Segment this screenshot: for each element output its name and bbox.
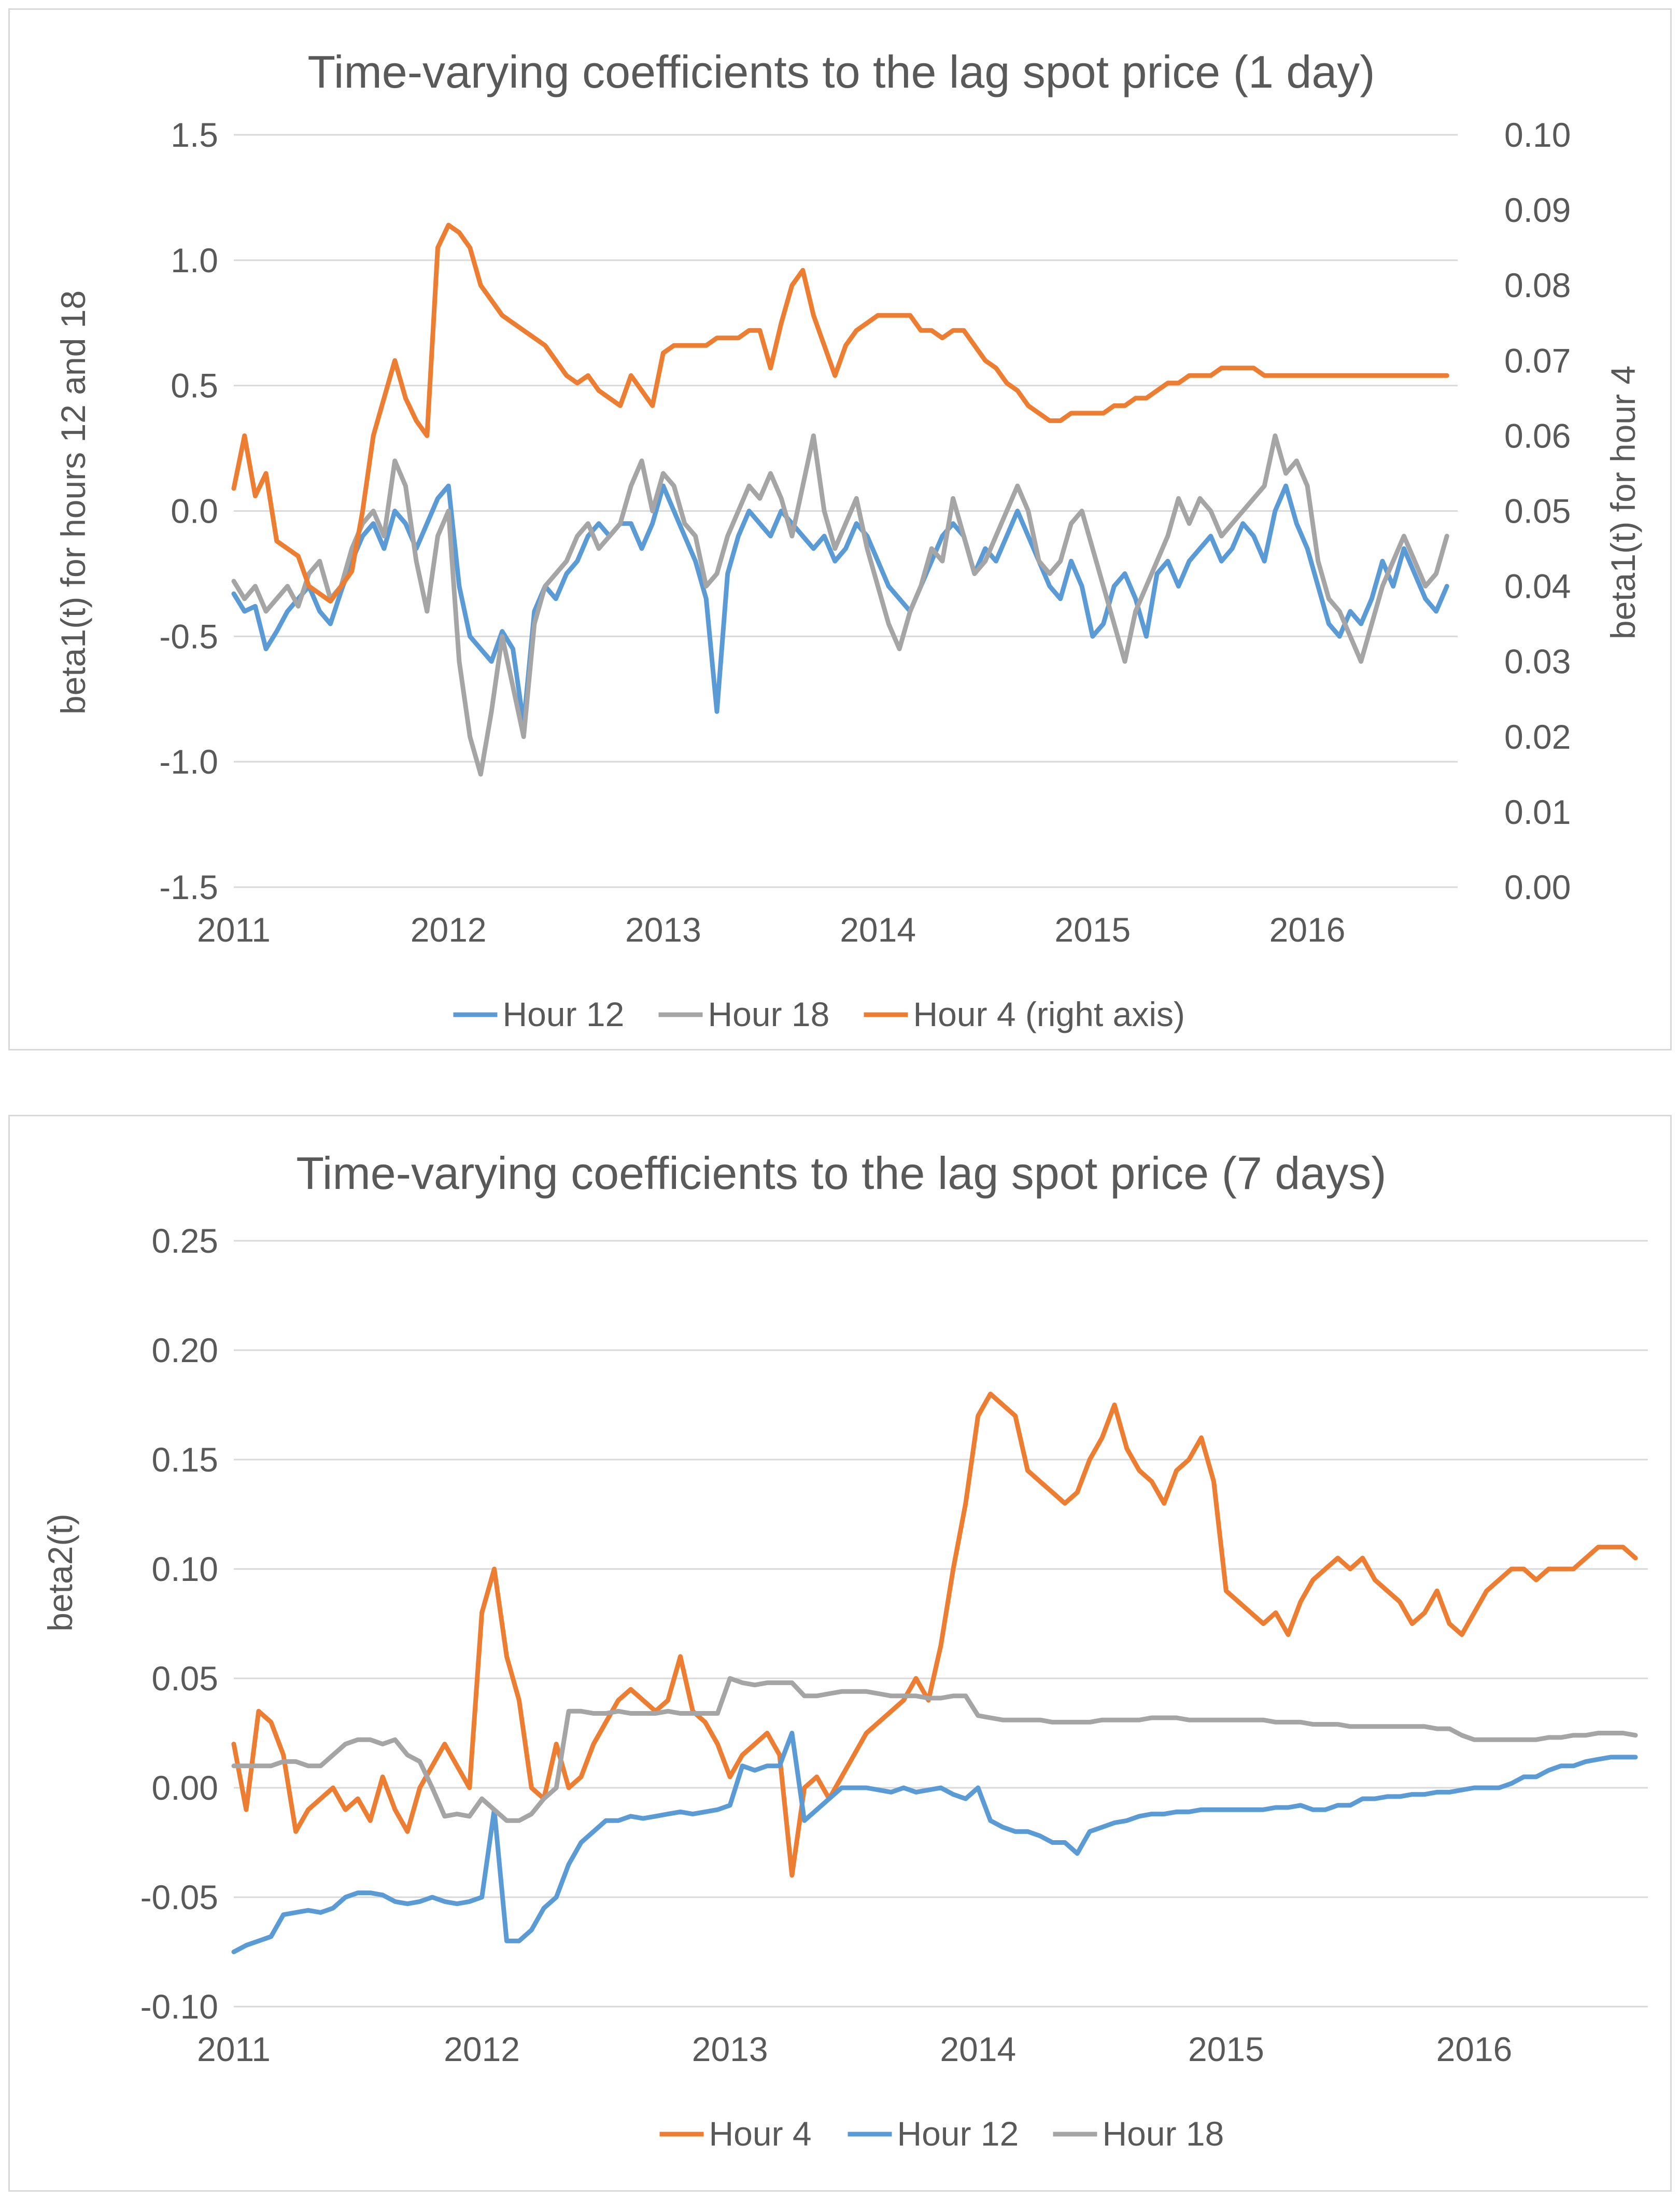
y2-tick-label: 0.02 [1504, 718, 1571, 756]
y2-tick-label: 0.08 [1504, 266, 1571, 304]
chart-1day-ylabel: beta1(t) for hours 12 and 18 [54, 290, 92, 714]
series-line-hour-4-right-axis [231, 222, 1449, 604]
x-tick-label: 2015 [1188, 2030, 1264, 2068]
legend-label: Hour 4 [709, 2114, 812, 2153]
y2-tick-label: 0.07 [1504, 341, 1571, 380]
y2-tick-label: 0.01 [1504, 793, 1571, 831]
series-line-hour-18 [231, 1676, 1638, 1823]
legend-label: Hour 12 [897, 2114, 1019, 2153]
series-line-hour-12 [231, 483, 1449, 727]
y-tick-label: 0.5 [171, 367, 218, 405]
y-tick-label: -0.5 [159, 617, 218, 655]
x-tick-label: 2011 [197, 910, 271, 949]
x-tick-label: 2014 [940, 2030, 1016, 2068]
y2-tick-label: 0.00 [1504, 868, 1571, 906]
chart-1day-y2label: beta1(t) for hour 4 [1604, 366, 1642, 639]
chart-1day-legend: Hour 12 Hour 18 Hour 4 (right axis) [453, 995, 1185, 1033]
y-tick-label: 0.20 [152, 1331, 218, 1369]
legend-label: Hour 12 [503, 995, 625, 1033]
y2-tick-label: 0.03 [1504, 642, 1571, 681]
y-tick-label: -0.10 [140, 1987, 218, 2026]
y2-tick-label: 0.05 [1504, 492, 1571, 530]
chart-panel-7days: Time-varying coefficients to the lag spo… [8, 1115, 1672, 2192]
chart-panel-1day: Time-varying coefficients to the lag spo… [8, 8, 1672, 1050]
x-tick-label: 2011 [197, 2030, 271, 2068]
y-tick-label: 0.15 [152, 1440, 218, 1479]
y-tick-label: 0.10 [152, 1550, 218, 1588]
y2-tick-label: 0.09 [1504, 191, 1571, 229]
y-tick-label: 0.00 [152, 1769, 218, 1807]
y-tick-label: 1.0 [171, 241, 218, 279]
chart-1day-svg: Time-varying coefficients to the lag spo… [54, 46, 1642, 1033]
legend-label: Hour 18 [1103, 2114, 1224, 2153]
y-tick-label: -1.0 [159, 742, 218, 781]
y2-tick-label: 0.10 [1504, 116, 1571, 154]
y-tick-label: 1.5 [171, 116, 218, 154]
x-tick-label: 2016 [1269, 910, 1346, 949]
chart-7days-legend: Hour 4 Hour 12 Hour 18 [659, 2114, 1224, 2153]
x-tick-label: 2013 [692, 2030, 768, 2068]
y-tick-label: 0.25 [152, 1222, 218, 1260]
y2-tick-label: 0.04 [1504, 567, 1571, 606]
legend-label: Hour 18 [708, 995, 830, 1033]
x-tick-label: 2014 [840, 910, 916, 949]
y-tick-label: -0.05 [140, 1878, 218, 1916]
legend-label: Hour 4 (right axis) [913, 995, 1185, 1033]
x-tick-label: 2012 [444, 2030, 520, 2068]
x-tick-label: 2013 [625, 910, 701, 949]
series-line-hour-12 [231, 1731, 1638, 1954]
chart-1day-title: Time-varying coefficients to the lag spo… [307, 46, 1375, 97]
y-tick-label: -1.5 [159, 868, 218, 906]
y-tick-label: 0.0 [171, 492, 218, 530]
y2-tick-label: 0.06 [1504, 416, 1571, 455]
series-line-hour-4 [231, 1391, 1638, 1878]
x-tick-label: 2012 [411, 910, 487, 949]
chart-7days-title: Time-varying coefficients to the lag spo… [296, 1147, 1386, 1199]
x-tick-label: 2015 [1054, 910, 1131, 949]
chart-7days-svg: Time-varying coefficients to the lag spo… [41, 1147, 1648, 2153]
series-line-hour-18 [231, 433, 1449, 777]
y-tick-label: 0.05 [152, 1659, 218, 1698]
x-tick-label: 2016 [1436, 2030, 1513, 2068]
chart-7days-ylabel: beta2(t) [41, 1514, 79, 1631]
